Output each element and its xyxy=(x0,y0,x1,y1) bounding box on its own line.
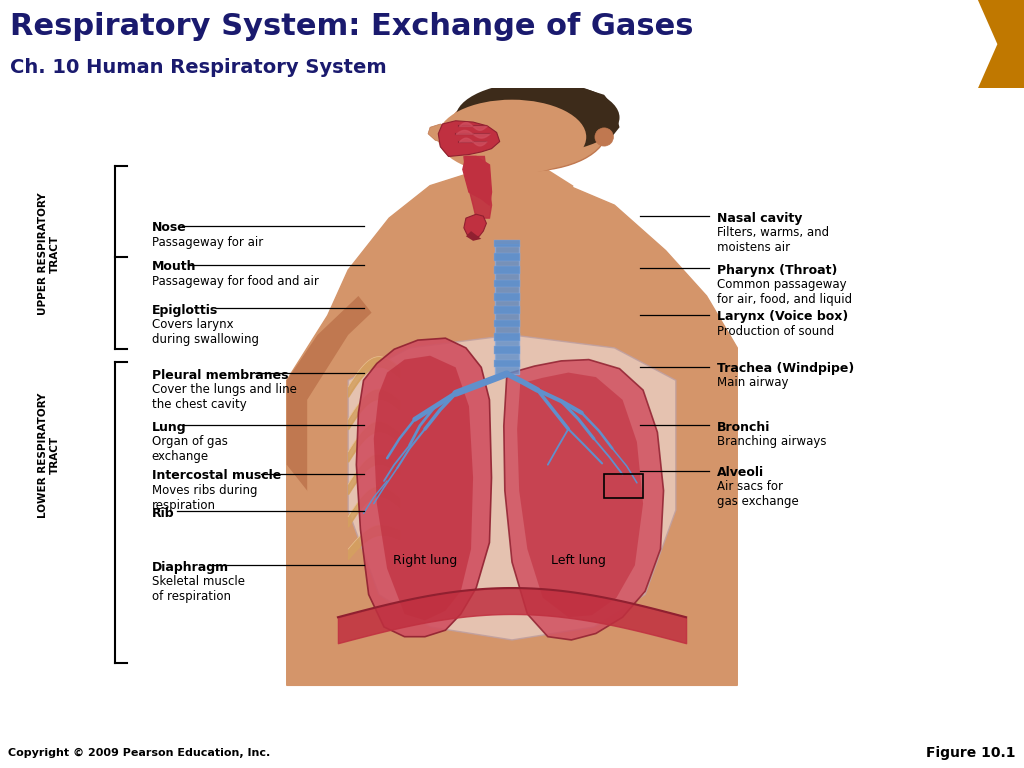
Bar xyxy=(494,306,520,314)
Polygon shape xyxy=(374,356,473,621)
Text: Respiratory System: Exchange of Gases: Respiratory System: Exchange of Gases xyxy=(10,12,693,41)
Polygon shape xyxy=(438,121,500,157)
Text: Main airway: Main airway xyxy=(717,376,788,389)
Bar xyxy=(494,333,520,341)
Text: Trachea (Windpipe): Trachea (Windpipe) xyxy=(717,362,854,375)
Text: Organ of gas
exchange: Organ of gas exchange xyxy=(152,435,227,463)
Polygon shape xyxy=(464,214,486,237)
Text: Mouth: Mouth xyxy=(152,260,196,273)
Text: Ch. 10 Human Respiratory System: Ch. 10 Human Respiratory System xyxy=(10,58,387,77)
Polygon shape xyxy=(466,231,481,241)
Ellipse shape xyxy=(456,82,620,154)
Text: Passageway for air: Passageway for air xyxy=(152,236,263,249)
Bar xyxy=(494,253,520,260)
Text: Right lung: Right lung xyxy=(393,554,457,568)
Text: Passageway for food and air: Passageway for food and air xyxy=(152,275,318,287)
Text: Covers larynx
during swallowing: Covers larynx during swallowing xyxy=(152,318,258,346)
Ellipse shape xyxy=(595,128,613,146)
Text: Epiglottis: Epiglottis xyxy=(152,304,218,316)
Bar xyxy=(494,346,520,354)
Text: Branching airways: Branching airways xyxy=(717,435,826,448)
Bar xyxy=(494,240,520,247)
Polygon shape xyxy=(356,338,492,637)
Polygon shape xyxy=(287,296,389,510)
Polygon shape xyxy=(978,0,1024,88)
Bar xyxy=(494,293,520,301)
Text: LOWER RESPIRATORY
TRACT: LOWER RESPIRATORY TRACT xyxy=(38,392,60,518)
Bar xyxy=(495,244,519,374)
Text: Air sacs for
gas exchange: Air sacs for gas exchange xyxy=(717,480,799,508)
Polygon shape xyxy=(428,124,456,144)
Text: Intercostal muscle: Intercostal muscle xyxy=(152,469,281,482)
Text: Nasal cavity: Nasal cavity xyxy=(717,212,802,224)
Text: Figure 10.1: Figure 10.1 xyxy=(927,746,1016,760)
Text: Common passageway
for air, food, and liquid: Common passageway for air, food, and liq… xyxy=(717,278,852,306)
Ellipse shape xyxy=(438,100,586,174)
Ellipse shape xyxy=(449,90,606,171)
Polygon shape xyxy=(517,372,643,617)
Text: Pleural membranes: Pleural membranes xyxy=(152,369,288,382)
Polygon shape xyxy=(463,157,492,205)
Text: Lung: Lung xyxy=(152,421,186,434)
Polygon shape xyxy=(548,88,620,141)
Text: Copyright © 2009 Pearson Education, Inc.: Copyright © 2009 Pearson Education, Inc. xyxy=(8,747,270,758)
Text: Production of sound: Production of sound xyxy=(717,325,835,338)
Text: Filters, warms, and
moistens air: Filters, warms, and moistens air xyxy=(717,226,828,254)
Text: Nose: Nose xyxy=(152,221,186,234)
Text: Cover the lungs and line
the chest cavity: Cover the lungs and line the chest cavit… xyxy=(152,383,296,411)
Text: Moves ribs during
respiration: Moves ribs during respiration xyxy=(152,484,257,511)
Text: Diaphragm: Diaphragm xyxy=(152,561,228,574)
Text: Bronchi: Bronchi xyxy=(717,421,770,434)
Polygon shape xyxy=(287,173,737,685)
Text: UPPER RESPIRATORY
TRACT: UPPER RESPIRATORY TRACT xyxy=(38,193,60,315)
Text: Skeletal muscle
of respiration: Skeletal muscle of respiration xyxy=(152,575,245,603)
Bar xyxy=(604,474,643,498)
Polygon shape xyxy=(464,157,492,218)
Bar xyxy=(494,280,520,287)
Text: Larynx (Voice box): Larynx (Voice box) xyxy=(717,310,848,323)
Bar xyxy=(494,266,520,274)
Polygon shape xyxy=(471,166,573,244)
Text: Pharynx (Throat): Pharynx (Throat) xyxy=(717,263,838,276)
Polygon shape xyxy=(348,335,676,640)
Text: Left lung: Left lung xyxy=(551,554,606,568)
Polygon shape xyxy=(504,359,664,640)
Bar xyxy=(494,359,520,367)
Bar xyxy=(494,319,520,327)
Text: Rib: Rib xyxy=(152,507,174,520)
Text: Alveoli: Alveoli xyxy=(717,466,764,479)
Polygon shape xyxy=(307,237,717,685)
